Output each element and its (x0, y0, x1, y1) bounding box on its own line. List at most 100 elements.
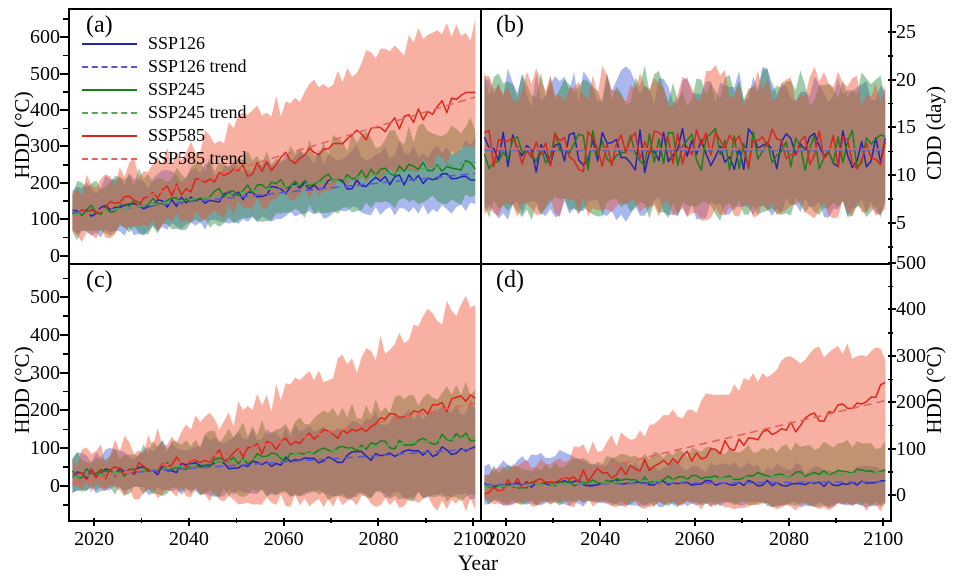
y-minor-tick (888, 150, 893, 153)
x-tick-label: 2100 (453, 528, 494, 550)
x-major-tick (693, 518, 696, 526)
x-major-tick (472, 518, 475, 526)
legend-dashed-line-swatch (82, 157, 137, 160)
y-major-tick (60, 295, 68, 298)
y-tick-label: 0 (896, 484, 906, 507)
ssp585-line (484, 381, 886, 495)
y-minor-tick (63, 353, 68, 355)
y-major-tick (60, 145, 68, 148)
y-tick-label: 400 (30, 323, 60, 346)
legend-item: SSP585 (82, 124, 247, 147)
legend-item: SSP585 trend (82, 147, 247, 170)
x-tick-label: 2040 (580, 528, 621, 550)
y-minor-tick (888, 424, 893, 427)
y-tick-label: 200 (30, 399, 60, 422)
ssp585-uncertainty-band (72, 295, 476, 512)
y-tick-label: 100 (30, 208, 60, 231)
ssp585-line (484, 128, 887, 173)
y-tick-label: 500 (30, 62, 60, 85)
y-minor-tick (63, 277, 68, 280)
legend-solid-line-swatch (82, 88, 137, 91)
x-tick-label: 2040 (168, 528, 209, 550)
y-tick-label: 300 (30, 361, 60, 384)
y-tick-label: 300 (30, 135, 60, 158)
panel-d-label: (d) (496, 267, 524, 293)
ssp245-trend-line (484, 471, 886, 488)
x-major-tick (787, 518, 790, 526)
y-major-tick (60, 72, 68, 75)
y-major-tick (888, 126, 896, 129)
y-major-tick (60, 181, 68, 184)
y-tick-label: 300 (896, 344, 926, 367)
x-minor-tick (140, 518, 143, 523)
x-major-tick (187, 518, 190, 526)
x-major-tick (377, 518, 380, 526)
legend-dashed-line-swatch (82, 65, 137, 68)
y-tick-label: 200 (30, 171, 60, 194)
panel-b-plot (483, 65, 887, 222)
x-major-tick (599, 518, 602, 526)
ssp585-trend-line (72, 402, 476, 485)
y-tick-label: 0 (50, 474, 60, 497)
y-major-tick (60, 254, 68, 257)
x-tick-label: 2060 (674, 528, 715, 550)
legend-item: SSP245 trend (82, 101, 247, 124)
ssp585-uncertainty-band (484, 343, 886, 512)
y-minor-tick (63, 18, 68, 20)
legend-item: SSP245 (82, 78, 247, 101)
y-tick-label: 400 (30, 98, 60, 121)
ssp126-line (71, 445, 476, 480)
y-major-tick (60, 371, 68, 374)
panel-c-label: (c) (86, 267, 113, 293)
x-tick-label: 2060 (263, 528, 304, 550)
y-major-tick (888, 447, 896, 450)
ssp585-uncertainty-band (72, 18, 476, 242)
ssp126-trend-line (72, 448, 476, 478)
legend-item: SSP126 trend (82, 55, 247, 78)
x-minor-tick (646, 518, 649, 523)
y-major-tick (888, 308, 896, 311)
y-tick-label: 25 (896, 20, 916, 43)
y-tick-label: 200 (896, 391, 926, 414)
y-tick-label: 400 (896, 298, 926, 321)
legend-item: SSP126 (82, 32, 247, 55)
y-major-tick (888, 221, 896, 224)
y-tick-label: 100 (896, 437, 926, 460)
ssp245-line (484, 468, 886, 489)
y-minor-tick (63, 428, 68, 431)
y-minor-tick (888, 285, 893, 288)
y-major-tick (60, 447, 68, 450)
y-major-tick (60, 218, 68, 221)
x-minor-tick (425, 518, 427, 523)
y-major-tick (60, 409, 68, 412)
ssp245-uncertainty-band (484, 439, 886, 507)
legend-solid-line-swatch (82, 42, 137, 45)
y-minor-tick (888, 471, 893, 473)
legend-label: SSP126 trend (148, 56, 247, 76)
ssp585-trend-line (484, 399, 886, 497)
panel-c-hdd: (c) (70, 265, 480, 518)
ssp585-trend-line (72, 96, 476, 220)
x-tick-label: 2100 (863, 528, 904, 550)
ssp245-trend-line (72, 161, 476, 216)
y-major-tick (888, 401, 896, 404)
panel-divider-vertical (480, 10, 482, 520)
panel-b-label: (b) (496, 12, 524, 38)
y-minor-tick (63, 236, 68, 239)
y-tick-label: 600 (30, 26, 60, 49)
y-major-tick (888, 494, 896, 497)
y-tick-label: 10 (896, 164, 916, 187)
legend: SSP126 SSP126 trend SSP245 SSP245 trend SSP5… (82, 32, 247, 170)
y-major-tick (888, 262, 896, 264)
ssp245-line (71, 159, 476, 217)
y-minor-tick (63, 54, 68, 57)
x-axis-title: Year (457, 550, 499, 575)
x-minor-tick (330, 518, 332, 523)
y-minor-tick (888, 198, 893, 200)
ssp585-trend-line (484, 147, 886, 151)
legend-label: SSP126 (148, 33, 206, 53)
y-minor-tick (63, 200, 68, 202)
x-tick-label: 2080 (768, 528, 809, 550)
legend-dashed-line-swatch (82, 111, 137, 114)
